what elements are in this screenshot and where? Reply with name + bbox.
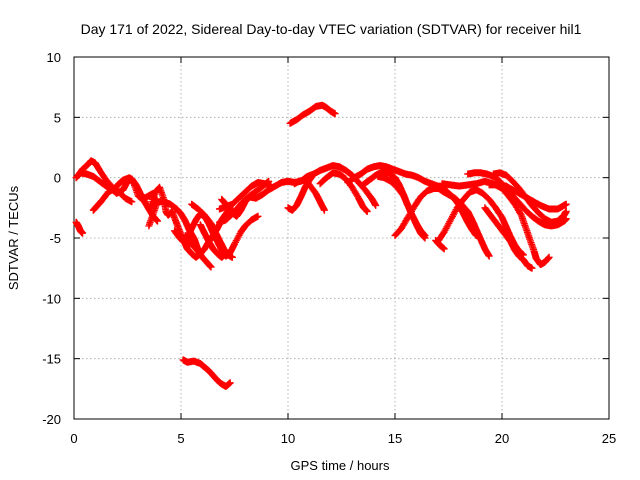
axis-ticks: 0 5 10 15 20 25 -20 -15 -10 -5 0 5 10 — [42, 50, 616, 446]
y-tick-label: -20 — [42, 412, 61, 427]
y-tick-label: -5 — [49, 231, 61, 246]
series-track-08 — [188, 200, 236, 261]
data-point-markers — [485, 181, 570, 213]
x-tick-label: 10 — [281, 431, 295, 446]
data-point-markers — [179, 356, 234, 390]
series-track-11 — [179, 356, 234, 390]
data-point-markers — [216, 177, 273, 226]
data-point-markers — [188, 200, 236, 261]
series-track-29 — [485, 181, 570, 213]
series-track-09 — [196, 221, 230, 261]
series-track-21 — [374, 173, 429, 242]
data-points — [72, 101, 570, 390]
chart-title: Day 171 of 2022, Sidereal Day-to-day VTE… — [81, 21, 582, 37]
y-tick-label: 10 — [47, 50, 61, 65]
series-track-18 — [286, 101, 339, 127]
y-tick-label: 5 — [54, 110, 61, 125]
series-track-04 — [89, 174, 176, 219]
x-tick-label: 0 — [70, 431, 77, 446]
series-track-25 — [432, 236, 448, 253]
series-track-10 — [181, 232, 215, 271]
x-tick-label: 5 — [177, 431, 184, 446]
x-axis-label: GPS time / hours — [291, 458, 390, 473]
y-tick-label: -10 — [42, 291, 61, 306]
data-point-markers — [290, 176, 328, 214]
data-point-markers — [286, 101, 339, 127]
series-track-14 — [216, 177, 273, 226]
series-track-16 — [290, 176, 328, 214]
data-point-markers — [432, 236, 448, 253]
y-axis-label: SDTVAR / TECUs — [6, 185, 21, 290]
series-track-30 — [481, 204, 536, 272]
data-point-markers — [481, 204, 536, 272]
data-point-markers — [196, 221, 230, 261]
data-point-markers — [72, 218, 87, 237]
y-tick-label: 0 — [54, 171, 61, 186]
x-tick-label: 15 — [388, 431, 402, 446]
data-point-markers — [181, 232, 215, 271]
x-tick-label: 25 — [602, 431, 616, 446]
series-track-01 — [72, 218, 87, 237]
data-point-markers — [89, 174, 176, 219]
x-tick-label: 20 — [495, 431, 509, 446]
data-point-markers — [374, 173, 429, 242]
y-tick-label: -15 — [42, 352, 61, 367]
